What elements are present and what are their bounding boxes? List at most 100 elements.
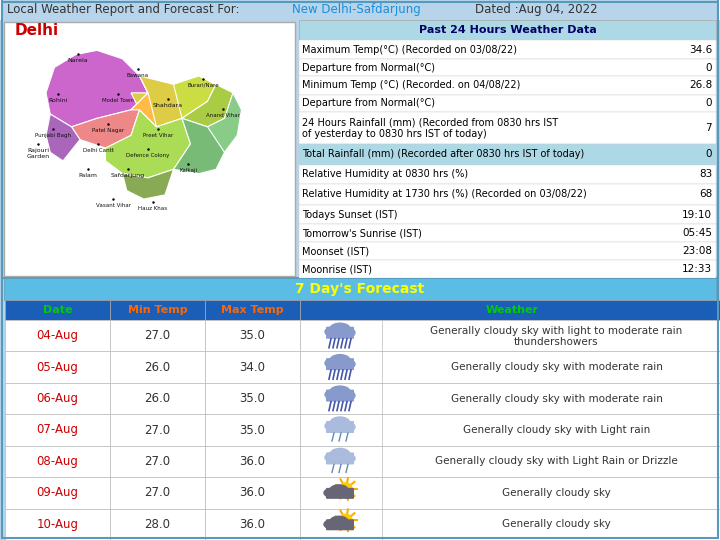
FancyBboxPatch shape (110, 383, 205, 414)
Text: Generally cloudy sky: Generally cloudy sky (502, 519, 611, 529)
FancyBboxPatch shape (5, 446, 110, 477)
Text: 0: 0 (706, 149, 712, 159)
FancyBboxPatch shape (110, 477, 205, 509)
Text: Local Weather Report and Forecast For:: Local Weather Report and Forecast For: (7, 3, 243, 17)
FancyBboxPatch shape (4, 278, 716, 300)
Text: Departure from Normal(°C): Departure from Normal(°C) (302, 98, 435, 109)
FancyBboxPatch shape (205, 352, 300, 383)
FancyBboxPatch shape (300, 414, 720, 446)
Polygon shape (71, 93, 148, 148)
Text: 12:33: 12:33 (682, 264, 712, 274)
Text: Total Rainfall (mm) (Recorded after 0830 hrs IST of today): Total Rainfall (mm) (Recorded after 0830… (302, 149, 584, 159)
Text: 7 Day's Forecast: 7 Day's Forecast (295, 282, 425, 296)
FancyBboxPatch shape (326, 453, 354, 464)
Text: Relative Humidity at 1730 hrs (%) (Recorded on 03/08/22): Relative Humidity at 1730 hrs (%) (Recor… (302, 190, 587, 199)
Text: Generally cloudy sky: Generally cloudy sky (502, 488, 611, 498)
Text: 19:10: 19:10 (682, 210, 712, 220)
Text: of yesterday to 0830 hrs IST of today): of yesterday to 0830 hrs IST of today) (302, 129, 487, 139)
Ellipse shape (341, 454, 355, 463)
FancyBboxPatch shape (110, 414, 205, 446)
Text: Safdarjung: Safdarjung (111, 173, 145, 178)
FancyBboxPatch shape (5, 352, 110, 383)
Text: thundershowers: thundershowers (514, 337, 599, 347)
Text: Rohini: Rohini (48, 98, 68, 103)
FancyBboxPatch shape (110, 352, 205, 383)
FancyBboxPatch shape (5, 477, 110, 509)
Text: Generally cloudy sky with Light rain: Generally cloudy sky with Light rain (463, 425, 650, 435)
Text: Past 24 Hours Weather Data: Past 24 Hours Weather Data (418, 25, 596, 35)
Text: Rajouri
Garden: Rajouri Garden (27, 148, 50, 159)
Text: 0: 0 (706, 98, 712, 109)
FancyBboxPatch shape (326, 421, 354, 433)
Ellipse shape (325, 421, 343, 431)
FancyBboxPatch shape (299, 95, 716, 112)
FancyBboxPatch shape (110, 300, 205, 320)
Text: Model Town: Model Town (102, 98, 134, 103)
FancyBboxPatch shape (300, 477, 720, 509)
FancyBboxPatch shape (300, 383, 720, 414)
Text: Weather: Weather (486, 305, 539, 315)
Text: 34.6: 34.6 (689, 44, 712, 55)
Text: Burari/Nare: Burari/Nare (187, 83, 219, 88)
Ellipse shape (341, 490, 353, 498)
Text: 26.8: 26.8 (689, 80, 712, 91)
Text: 05-Aug: 05-Aug (37, 361, 78, 374)
FancyBboxPatch shape (4, 22, 295, 276)
Ellipse shape (325, 358, 343, 368)
Text: 27.0: 27.0 (145, 455, 171, 468)
Text: Max Temp: Max Temp (221, 305, 284, 315)
Ellipse shape (330, 516, 348, 526)
Ellipse shape (341, 360, 355, 369)
FancyBboxPatch shape (299, 40, 716, 59)
Polygon shape (46, 50, 148, 127)
FancyBboxPatch shape (5, 300, 110, 320)
Text: 05:45: 05:45 (682, 228, 712, 238)
Ellipse shape (341, 422, 355, 431)
Text: Anand Vihar: Anand Vihar (206, 113, 240, 118)
Text: Generally cloudy sky with light to moderate rain: Generally cloudy sky with light to moder… (431, 326, 683, 336)
Text: 04-Aug: 04-Aug (37, 329, 78, 342)
Ellipse shape (330, 448, 350, 461)
Text: 24 Hours Rainfall (mm) (Recorded from 0830 hrs IST: 24 Hours Rainfall (mm) (Recorded from 08… (302, 117, 558, 127)
FancyBboxPatch shape (300, 320, 720, 352)
Polygon shape (199, 93, 241, 161)
Text: 23:08: 23:08 (682, 246, 712, 256)
FancyBboxPatch shape (300, 352, 720, 383)
FancyBboxPatch shape (300, 509, 720, 540)
FancyBboxPatch shape (205, 509, 300, 540)
Text: Shahdara: Shahdara (153, 103, 183, 108)
Circle shape (340, 483, 352, 495)
FancyBboxPatch shape (205, 446, 300, 477)
FancyBboxPatch shape (299, 184, 716, 205)
Ellipse shape (341, 328, 355, 337)
Text: Tomorrow's Sunrise (IST): Tomorrow's Sunrise (IST) (302, 228, 422, 238)
FancyBboxPatch shape (110, 446, 205, 477)
Text: 09-Aug: 09-Aug (37, 487, 78, 500)
Ellipse shape (325, 453, 343, 462)
Text: 27.0: 27.0 (145, 423, 171, 436)
Text: Delhi: Delhi (15, 23, 59, 38)
Ellipse shape (330, 485, 348, 495)
Ellipse shape (324, 488, 340, 497)
Polygon shape (182, 76, 233, 127)
FancyBboxPatch shape (5, 383, 110, 414)
Text: Departure from Normal(°C): Departure from Normal(°C) (302, 63, 435, 72)
Text: Patel Nagar: Patel Nagar (92, 128, 124, 133)
Text: Generally cloudy sky with Light Rain or Drizzle: Generally cloudy sky with Light Rain or … (435, 456, 678, 467)
Text: 68: 68 (698, 190, 712, 199)
Polygon shape (46, 114, 80, 161)
FancyBboxPatch shape (299, 144, 716, 165)
Text: 36.0: 36.0 (240, 518, 266, 531)
Circle shape (340, 514, 352, 526)
FancyBboxPatch shape (299, 59, 716, 76)
FancyBboxPatch shape (299, 112, 716, 144)
Text: Hauz Khas: Hauz Khas (138, 206, 168, 211)
Text: Punjabi Bagh: Punjabi Bagh (35, 133, 71, 138)
Text: 26.0: 26.0 (145, 361, 171, 374)
Text: 7: 7 (706, 123, 712, 133)
FancyBboxPatch shape (300, 300, 720, 320)
Text: Delhi Cantt: Delhi Cantt (83, 148, 114, 153)
Text: Palam: Palam (78, 173, 97, 178)
FancyBboxPatch shape (299, 224, 716, 242)
Text: Minimum Temp (°C) (Recorded. on 04/08/22): Minimum Temp (°C) (Recorded. on 04/08/22… (302, 80, 521, 91)
